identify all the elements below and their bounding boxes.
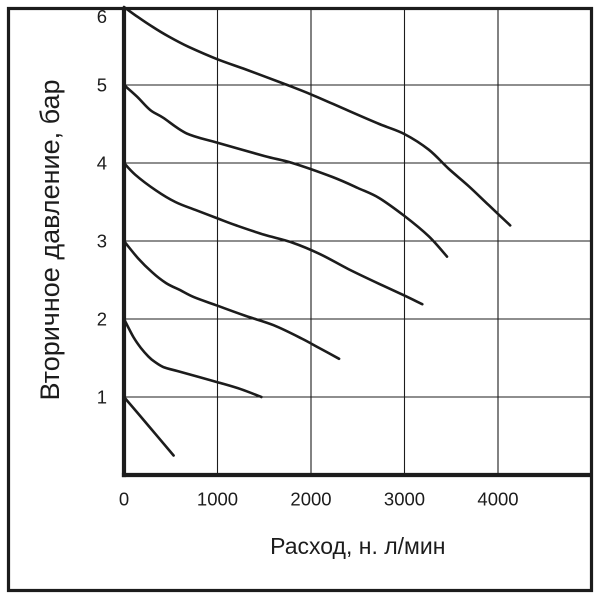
y-tick-label: 2 — [97, 309, 107, 330]
x-tick-label: 1000 — [197, 489, 238, 510]
curve-6-bar — [122, 5, 512, 227]
x-tick-label: 4000 — [477, 489, 518, 510]
x-tick-label: 2000 — [290, 489, 331, 510]
x-axis-title: Расход, н. л/мин — [270, 533, 445, 559]
y-axis-title: Вторичное давление, бар — [35, 80, 65, 401]
y-tick-label: 4 — [97, 153, 107, 174]
figure-border — [6, 6, 594, 593]
y-axis-ticks: 1 2 3 4 5 6 — [97, 6, 107, 408]
y-tick-label: 5 — [97, 75, 107, 96]
curve-3-bar — [122, 239, 341, 361]
curve-1-bar — [122, 395, 175, 457]
curve-2-bar — [122, 317, 263, 399]
x-tick-label: 0 — [119, 489, 129, 510]
curve-5-bar — [122, 83, 449, 258]
x-axis-ticks: 0 1000 2000 3000 4000 — [119, 489, 519, 510]
y-tick-label: 6 — [97, 6, 107, 27]
curve-4-bar — [122, 161, 424, 306]
gridlines — [124, 7, 592, 475]
y-tick-label: 3 — [97, 231, 107, 252]
curves — [122, 5, 512, 457]
y-tick-label: 1 — [97, 387, 107, 408]
x-tick-label: 3000 — [384, 489, 425, 510]
